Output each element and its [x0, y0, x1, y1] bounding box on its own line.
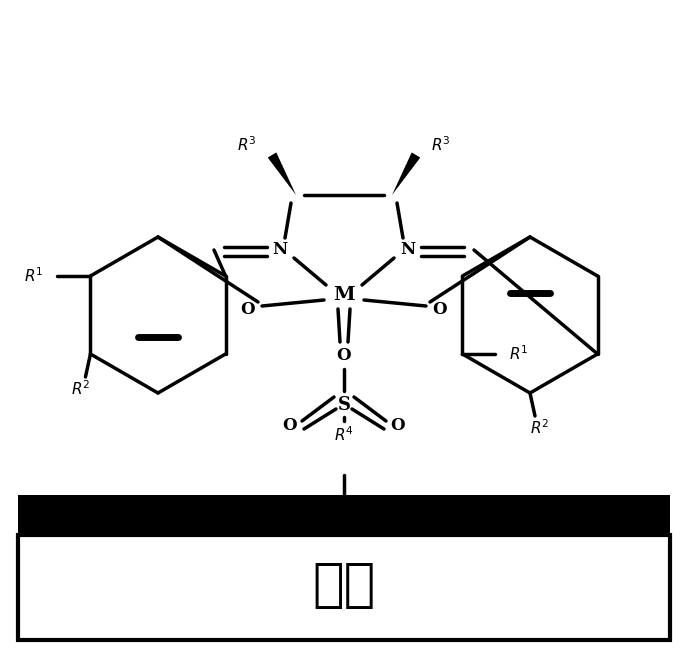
- Text: $R^4$: $R^4$: [334, 426, 354, 445]
- Text: O: O: [433, 302, 447, 318]
- Text: M: M: [333, 286, 355, 304]
- Text: $R^2$: $R^2$: [71, 380, 90, 398]
- Text: N: N: [400, 242, 416, 259]
- Bar: [18, 535, 670, 640]
- Text: O: O: [283, 417, 297, 434]
- Text: $R^1$: $R^1$: [24, 266, 43, 285]
- Text: N: N: [272, 242, 288, 259]
- Text: 载体: 载体: [312, 559, 376, 611]
- Text: O: O: [241, 302, 255, 318]
- Text: $R^3$: $R^3$: [237, 136, 257, 154]
- Text: O: O: [391, 417, 405, 434]
- Text: $R^2$: $R^2$: [530, 419, 550, 437]
- Polygon shape: [392, 153, 420, 195]
- Text: $R^1$: $R^1$: [509, 344, 529, 363]
- Polygon shape: [268, 153, 296, 195]
- Text: S: S: [338, 396, 350, 414]
- Bar: [18, 495, 670, 535]
- Text: O: O: [336, 346, 352, 363]
- Text: $R^3$: $R^3$: [431, 136, 451, 154]
